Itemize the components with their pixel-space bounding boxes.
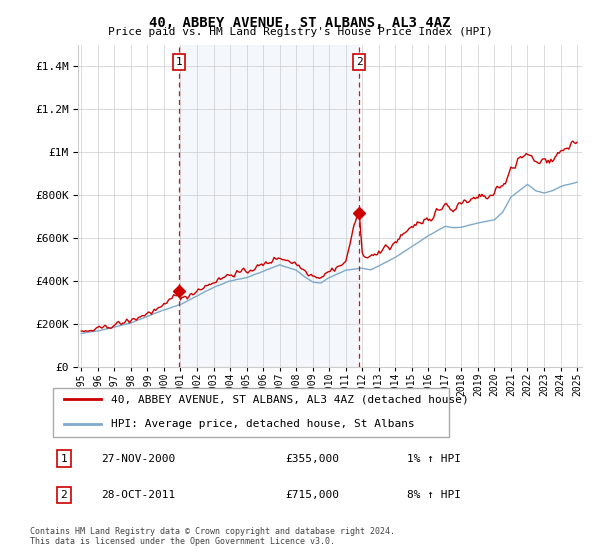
Text: HPI: Average price, detached house, St Albans: HPI: Average price, detached house, St A… [112,419,415,429]
Text: Price paid vs. HM Land Registry's House Price Index (HPI): Price paid vs. HM Land Registry's House … [107,27,493,37]
Text: £715,000: £715,000 [286,490,340,500]
Text: 1: 1 [61,454,67,464]
FancyBboxPatch shape [53,388,449,437]
Text: 27-NOV-2000: 27-NOV-2000 [101,454,175,464]
Text: 1: 1 [175,57,182,67]
Text: 2: 2 [356,57,362,67]
Text: Contains HM Land Registry data © Crown copyright and database right 2024.
This d: Contains HM Land Registry data © Crown c… [30,526,395,546]
Text: 40, ABBEY AVENUE, ST ALBANS, AL3 4AZ: 40, ABBEY AVENUE, ST ALBANS, AL3 4AZ [149,16,451,30]
Text: 40, ABBEY AVENUE, ST ALBANS, AL3 4AZ (detached house): 40, ABBEY AVENUE, ST ALBANS, AL3 4AZ (de… [112,394,469,404]
Text: 28-OCT-2011: 28-OCT-2011 [101,490,175,500]
Bar [179,45,359,367]
Text: £355,000: £355,000 [286,454,340,464]
Text: 2: 2 [61,490,67,500]
Text: 1% ↑ HPI: 1% ↑ HPI [407,454,461,464]
Text: 8% ↑ HPI: 8% ↑ HPI [407,490,461,500]
